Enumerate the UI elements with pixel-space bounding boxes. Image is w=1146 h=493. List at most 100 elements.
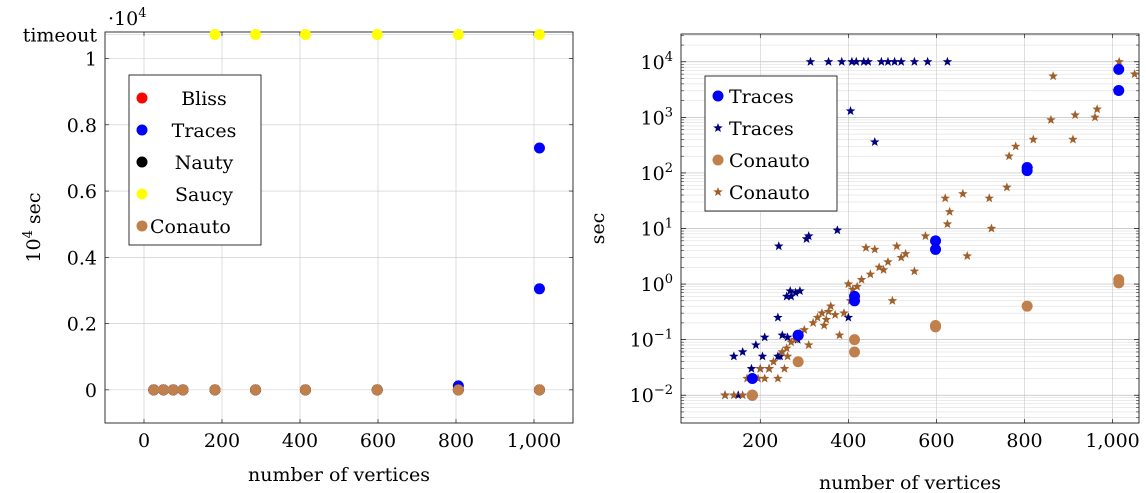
data-point-traces-star bbox=[805, 56, 816, 66]
x-tick-label: 1,000 bbox=[1085, 430, 1139, 452]
y-tick-label: 0.4 bbox=[67, 247, 97, 269]
data-point-traces-star bbox=[823, 56, 834, 66]
data-point-conauto-star bbox=[819, 320, 829, 330]
data-point-traces-circle bbox=[1021, 165, 1033, 177]
data-point-saucy bbox=[209, 29, 221, 41]
data-point-conauto-star bbox=[808, 317, 818, 327]
data-point-traces-star bbox=[909, 56, 920, 66]
data-point-conauto-circle bbox=[792, 356, 804, 368]
x-tick-label: 200 bbox=[742, 430, 778, 452]
data-point-traces-star bbox=[775, 351, 785, 361]
data-point-traces-star bbox=[851, 56, 862, 66]
data-point-conauto-star bbox=[759, 373, 770, 383]
data-point-conauto-star bbox=[958, 188, 968, 198]
x-tick-label: 0 bbox=[138, 430, 150, 452]
data-point-traces-star bbox=[845, 106, 856, 116]
x-axis-label: number of vertices bbox=[819, 472, 1001, 493]
y-tick-label: 104 bbox=[641, 50, 673, 74]
legend-marker bbox=[713, 187, 723, 197]
legend-marker bbox=[136, 124, 148, 136]
data-point-conauto-star bbox=[878, 264, 889, 274]
data-point-traces-star bbox=[896, 56, 906, 66]
legend-label: Traces bbox=[729, 118, 794, 140]
data-point-conauto-star bbox=[874, 262, 884, 272]
data-point-conauto-star bbox=[892, 241, 902, 251]
data-point-traces-star bbox=[786, 291, 796, 301]
data-point-conauto-star bbox=[830, 309, 840, 319]
data-point-conauto-star bbox=[781, 343, 792, 353]
x-tick-label: 800 bbox=[438, 430, 474, 452]
data-point-conauto-circle bbox=[746, 389, 758, 401]
legend-marker bbox=[713, 123, 723, 133]
data-point-conauto bbox=[371, 384, 383, 396]
data-point-conauto-star bbox=[944, 206, 955, 216]
data-point-traces-star bbox=[774, 241, 784, 251]
data-point-traces-star bbox=[733, 390, 744, 400]
data-point-conauto-star bbox=[779, 363, 790, 373]
y-tick-label: 0.8 bbox=[67, 115, 97, 137]
data-point-traces-star bbox=[782, 332, 793, 342]
x-tick-label: 400 bbox=[830, 430, 866, 452]
y-tick-label: 100 bbox=[641, 272, 673, 296]
legend-box bbox=[128, 74, 262, 246]
data-point-conauto-star bbox=[777, 346, 788, 357]
data-point-conauto-star bbox=[729, 390, 739, 400]
legend-marker bbox=[136, 92, 148, 104]
data-point-conauto-circle bbox=[1021, 300, 1033, 312]
data-point-conauto bbox=[158, 384, 169, 396]
data-point-conauto-star bbox=[870, 244, 880, 254]
data-point-traces-star bbox=[803, 231, 814, 241]
data-point-conauto-star bbox=[1114, 56, 1124, 66]
data-point-traces-star bbox=[790, 287, 801, 297]
data-point-traces-circle bbox=[792, 329, 804, 341]
legend-label: Saucy bbox=[175, 184, 233, 206]
data-point-conauto-star bbox=[764, 363, 774, 373]
x-axis-label: number of vertices bbox=[248, 464, 430, 486]
data-point-traces-star bbox=[942, 56, 953, 66]
data-point-conauto-star bbox=[786, 337, 796, 347]
data-point-conauto-star bbox=[1010, 141, 1021, 151]
x-tick-label: 200 bbox=[204, 430, 240, 452]
data-point-conauto-star bbox=[825, 301, 836, 311]
legend-label: Bliss bbox=[181, 88, 227, 110]
data-point-traces-star bbox=[757, 351, 768, 361]
data-point-traces-star bbox=[859, 56, 869, 66]
data-point-conauto-star bbox=[1070, 110, 1080, 120]
y-tick-label: 101 bbox=[641, 217, 673, 241]
legend-label: Conauto bbox=[729, 150, 810, 172]
y-tick-label: 1 bbox=[85, 49, 97, 71]
data-point-traces-star bbox=[876, 56, 887, 66]
data-point-traces-star bbox=[922, 56, 933, 66]
legend-label: Traces bbox=[172, 120, 237, 142]
data-point-conauto-star bbox=[861, 242, 871, 252]
data-point-conauto-star bbox=[986, 223, 997, 233]
data-point-traces-star bbox=[781, 291, 792, 301]
data-point-conauto bbox=[452, 384, 464, 396]
data-point-conauto-star bbox=[755, 363, 766, 373]
x-tick-label: 800 bbox=[1006, 430, 1042, 452]
legend-marker bbox=[136, 188, 148, 200]
data-point-conauto-star bbox=[821, 314, 832, 324]
data-point-conauto bbox=[209, 384, 221, 396]
timeout-tick-label: timeout bbox=[23, 25, 98, 47]
data-point-conauto-star bbox=[720, 390, 730, 400]
data-point-conauto-star bbox=[812, 312, 823, 322]
data-point-saucy bbox=[371, 29, 383, 41]
legend-marker bbox=[712, 154, 724, 166]
data-point-traces-star bbox=[785, 286, 795, 296]
data-point-conauto-star bbox=[782, 351, 793, 361]
data-point-conauto bbox=[533, 384, 545, 396]
data-point-conauto-star bbox=[1129, 69, 1140, 79]
data-point-conauto-circle bbox=[849, 334, 861, 346]
legend-marker bbox=[136, 156, 148, 168]
legend-label: Conauto bbox=[150, 216, 231, 238]
data-point-conauto-star bbox=[1004, 151, 1014, 161]
data-point-traces-star bbox=[847, 56, 857, 66]
data-point-conauto-star bbox=[942, 219, 953, 229]
data-point-traces bbox=[533, 283, 545, 295]
data-point-conauto-star bbox=[799, 324, 810, 334]
y-axis-label: 104 sec bbox=[21, 192, 45, 262]
data-point-traces-star bbox=[889, 56, 900, 66]
data-point-conauto-circle bbox=[930, 321, 942, 333]
